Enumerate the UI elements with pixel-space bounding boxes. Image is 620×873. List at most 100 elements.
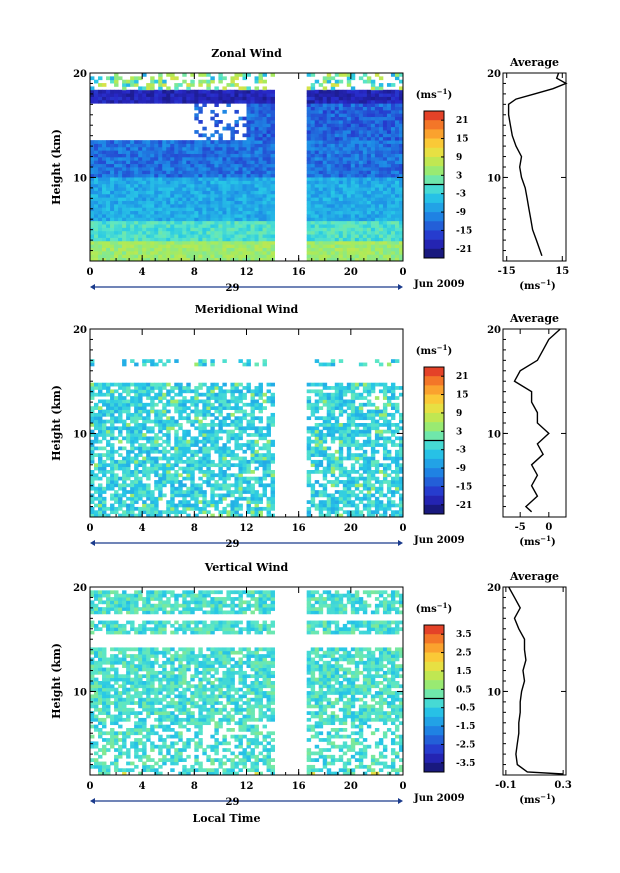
date-label: 29 — [226, 797, 240, 808]
colorbar-band — [424, 634, 444, 644]
unit-base: (ms — [416, 604, 437, 615]
colorbar-tick-label: -3.5 — [456, 759, 475, 769]
colorbar-unit: (ms−1) — [416, 601, 452, 615]
average-title: Average — [509, 570, 559, 583]
colorbar-tick-label: -1.5 — [456, 722, 475, 732]
colorbar-band — [424, 129, 444, 139]
x-tick-label: 4 — [139, 523, 146, 534]
panel-title: Vertical Wind — [204, 561, 289, 574]
average-frame — [502, 328, 567, 518]
x-tick-label: 20 — [344, 267, 358, 278]
colorbar-band — [424, 202, 444, 213]
colorbar-band — [424, 643, 444, 653]
date-label: 29 — [226, 283, 240, 294]
y-axis-label: Height (km) — [50, 129, 63, 205]
colorbar-band — [424, 156, 444, 167]
unit-exponent: −1 — [540, 278, 551, 287]
unit-close: ) — [447, 604, 452, 615]
panel-1: Zonal Wind 10 20 0 4 8 12 16 20 0 29 Jun 2009 Height… — [50, 47, 569, 294]
average-x-unit: (ms−1) — [519, 792, 555, 806]
colorbar-tick-label: -2.5 — [456, 740, 475, 750]
average-y-tick-label: 20 — [487, 583, 501, 594]
colorbar-band — [424, 440, 444, 450]
x-tick-label: 0 — [87, 781, 94, 792]
panel-title: Zonal Wind — [211, 47, 282, 60]
colorbar-tick-label: -21 — [456, 245, 472, 255]
colorbar-band — [424, 431, 444, 441]
colorbar-tick-label: 3 — [456, 427, 462, 437]
y-tick-label: 20 — [73, 583, 87, 594]
y-tick-label: 20 — [73, 69, 87, 80]
x-tick-label: 12 — [240, 781, 254, 792]
colorbar-unit: (ms−1) — [416, 343, 452, 357]
colorbar-tick-label: -9 — [456, 464, 466, 474]
panel-2: Meridional Wind 10 20 0 4 8 12 16 20 0 29 Jun 2009 H… — [50, 303, 567, 550]
colorbar-band — [424, 248, 444, 259]
y-axis-label: Height (km) — [50, 643, 63, 719]
colorbar-band — [424, 735, 444, 745]
average-x-tick-label: 15 — [555, 266, 569, 277]
colorbar-tick-label: -3 — [456, 446, 466, 456]
colorbar-tick-label: 9 — [456, 409, 462, 419]
unit-exponent: −1 — [540, 792, 551, 801]
unit-base: (ms — [519, 281, 540, 292]
average-title: Average — [509, 56, 559, 69]
x-tick-label: 16 — [292, 523, 306, 534]
colorbar-band — [424, 477, 444, 487]
y-tick-label: 10 — [73, 173, 87, 184]
x-tick-label: 16 — [292, 267, 306, 278]
colorbar-band — [424, 744, 444, 754]
average-x-tick-label: 0 — [545, 522, 552, 533]
x-tick-label: 12 — [240, 267, 254, 278]
unit-base: (ms — [519, 537, 540, 548]
x-axis-label: Local Time — [193, 812, 261, 825]
colorbar-tick-label: -3 — [456, 190, 466, 200]
colorbar-band — [424, 212, 444, 222]
average-x-unit: (ms−1) — [519, 534, 555, 548]
colorbar-unit: (ms−1) — [416, 87, 452, 101]
date-label: 29 — [226, 539, 240, 550]
colorbar-band — [424, 458, 444, 469]
x-tick-label: 20 — [344, 781, 358, 792]
unit-base: (ms — [416, 90, 437, 101]
unit-exponent: −1 — [437, 343, 448, 352]
colorbar-band — [424, 230, 444, 240]
colorbar-tick-label: 15 — [456, 135, 469, 145]
average-x-tick-label: -0.1 — [495, 780, 517, 791]
colorbar-band — [424, 184, 444, 194]
colorbar-tick-label: -9 — [456, 208, 466, 218]
average-x-tick-label: -15 — [498, 266, 516, 277]
colorbar-tick-label: -15 — [456, 482, 472, 492]
colorbar-band — [424, 138, 444, 149]
colorbar-band — [424, 762, 444, 773]
colorbar-band — [424, 753, 444, 764]
colorbar-band — [424, 394, 444, 405]
colorbar-band — [424, 422, 444, 432]
colorbar-band — [424, 376, 444, 386]
heatmap-cells — [90, 73, 404, 262]
colorbar-band — [424, 385, 444, 395]
average-y-tick-label: 10 — [487, 173, 501, 184]
month-label: Jun 2009 — [413, 793, 465, 804]
panel-title: Meridional Wind — [195, 303, 299, 316]
x-tick-label: 0 — [87, 267, 94, 278]
colorbar-band — [424, 449, 444, 460]
x-tick-label: 16 — [292, 781, 306, 792]
colorbar-tick-label: 0.5 — [456, 685, 472, 695]
colorbar-tick-label: 21 — [456, 372, 469, 382]
colorbar-tick-label: -0.5 — [456, 704, 475, 714]
colorbar-tick-label: 9 — [456, 153, 462, 163]
x-tick-label: 0 — [400, 781, 407, 792]
colorbar-band — [424, 120, 444, 130]
unit-exponent: −1 — [437, 601, 448, 610]
colorbar-band — [424, 175, 444, 185]
average-y-tick-label: 20 — [487, 69, 501, 80]
colorbar-tick-label: -21 — [456, 501, 472, 511]
average-frame — [502, 586, 567, 776]
colorbar-band — [424, 661, 444, 672]
average-y-tick-label: 10 — [487, 429, 501, 440]
x-tick-label: 8 — [191, 781, 198, 792]
x-tick-label: 4 — [139, 267, 146, 278]
